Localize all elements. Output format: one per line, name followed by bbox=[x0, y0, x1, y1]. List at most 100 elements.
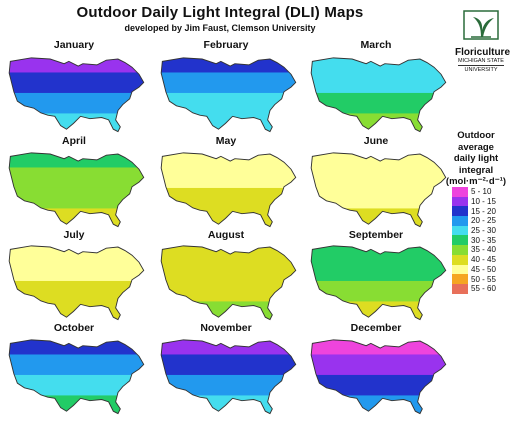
month-label: October bbox=[54, 322, 94, 334]
map-january bbox=[8, 57, 145, 133]
month-label: March bbox=[361, 39, 392, 51]
logo-line2: MICHIGAN STATE bbox=[458, 58, 504, 64]
legend-item: 5 - 10 bbox=[452, 187, 496, 197]
map-november bbox=[160, 339, 297, 415]
legend-item: 40 - 45 bbox=[452, 254, 496, 265]
dli-band bbox=[9, 208, 144, 227]
dli-band bbox=[311, 395, 446, 414]
month-label: January bbox=[54, 39, 94, 51]
floriculture-logo: Floriculture MICHIGAN STATE UNIVERSITY bbox=[455, 10, 511, 74]
legend-title-line: average bbox=[458, 141, 494, 153]
logo-line1: Floriculture bbox=[455, 47, 511, 58]
dli-band bbox=[9, 280, 144, 303]
dli-band bbox=[9, 374, 144, 397]
map-september bbox=[310, 245, 447, 321]
dli-band bbox=[9, 92, 144, 115]
legend-swatch bbox=[452, 206, 468, 217]
dli-band bbox=[311, 167, 446, 189]
dli-band bbox=[161, 301, 296, 320]
legend-label: 30 - 35 bbox=[471, 235, 496, 245]
legend-title: Outdoor average daily light integral (mo… bbox=[440, 130, 512, 188]
month-label: April bbox=[62, 135, 86, 147]
legend-item: 55 - 60 bbox=[452, 283, 496, 294]
page-subtitle: developed by Jim Faust, Clemson Universi… bbox=[124, 23, 316, 33]
dli-band bbox=[9, 113, 144, 132]
month-label: July bbox=[63, 229, 84, 241]
dli-band bbox=[161, 72, 296, 94]
dli-band bbox=[311, 208, 446, 227]
month-label: August bbox=[208, 229, 245, 241]
legend-label: 10 - 15 bbox=[471, 197, 496, 207]
dli-band bbox=[311, 354, 446, 376]
dli-band bbox=[9, 260, 144, 282]
dli-band bbox=[161, 113, 296, 132]
legend-label: 20 - 25 bbox=[471, 216, 496, 226]
legend-swatch bbox=[452, 216, 468, 226]
month-label: November bbox=[200, 322, 251, 334]
dli-band bbox=[311, 113, 446, 132]
legend-item: 15 - 20 bbox=[452, 206, 496, 217]
legend-item: 20 - 25 bbox=[452, 216, 496, 226]
legend-item: 45 - 50 bbox=[452, 264, 496, 275]
dli-band bbox=[161, 354, 296, 376]
dli-band bbox=[161, 92, 296, 115]
dli-band bbox=[161, 260, 296, 282]
legend-swatch bbox=[452, 283, 468, 294]
month-label: September bbox=[349, 229, 403, 241]
map-may bbox=[160, 152, 297, 228]
legend-swatch bbox=[452, 245, 468, 255]
legend-item: 25 - 30 bbox=[452, 225, 496, 236]
map-july bbox=[8, 245, 145, 321]
dli-band bbox=[161, 280, 296, 303]
legend-item: 35 - 40 bbox=[452, 245, 496, 255]
dli-band bbox=[161, 187, 296, 210]
dli-band bbox=[161, 395, 296, 414]
page-title: Outdoor Daily Light Integral (DLI) Maps bbox=[76, 4, 364, 21]
legend-swatch bbox=[452, 264, 468, 275]
legend-label: 45 - 50 bbox=[471, 264, 496, 274]
legend-item: 10 - 15 bbox=[452, 196, 496, 207]
legend-swatch bbox=[452, 274, 468, 284]
legend-title-line: Outdoor bbox=[457, 130, 495, 141]
legend-units: (mol·m⁻²·d⁻¹) bbox=[445, 176, 507, 187]
dli-band bbox=[311, 260, 446, 282]
legend-label: 50 - 55 bbox=[471, 274, 496, 284]
dli-band bbox=[311, 72, 446, 94]
dli-band bbox=[311, 187, 446, 210]
dli-band bbox=[311, 301, 446, 320]
legend-item: 30 - 35 bbox=[452, 235, 496, 246]
dli-band bbox=[161, 208, 296, 227]
legend-swatch bbox=[452, 225, 468, 236]
leaf-logo-icon bbox=[463, 10, 499, 40]
dli-band bbox=[161, 167, 296, 189]
legend-swatch bbox=[452, 235, 468, 246]
dli-band bbox=[161, 374, 296, 397]
legend-label: 25 - 30 bbox=[471, 226, 496, 236]
legend-title-line: daily light bbox=[453, 153, 499, 164]
dli-band bbox=[311, 92, 446, 115]
map-august bbox=[160, 245, 297, 321]
map-december bbox=[310, 339, 447, 415]
dli-band bbox=[9, 72, 144, 94]
legend-label: 40 - 45 bbox=[471, 255, 496, 265]
logo-divider bbox=[458, 65, 504, 66]
map-february bbox=[160, 57, 297, 133]
month-label: May bbox=[216, 135, 237, 147]
month-label: December bbox=[351, 322, 402, 334]
legend-swatch bbox=[452, 196, 468, 207]
dli-band bbox=[311, 280, 446, 303]
map-march bbox=[310, 57, 447, 133]
dli-band bbox=[9, 354, 144, 376]
dli-band bbox=[311, 374, 446, 397]
legend-title-line: integral bbox=[458, 164, 494, 176]
dli-band bbox=[9, 395, 144, 414]
legend-label: 15 - 20 bbox=[471, 206, 496, 216]
map-june bbox=[310, 152, 447, 228]
legend: 5 - 10 10 - 15 15 - 20 20 - 25 25 - 30 30 - 3… bbox=[452, 187, 496, 294]
legend-label: 5 - 10 bbox=[471, 187, 492, 197]
dli-band bbox=[9, 187, 144, 210]
map-april bbox=[8, 152, 145, 228]
legend-label: 35 - 40 bbox=[471, 245, 496, 255]
legend-swatch bbox=[452, 187, 468, 197]
